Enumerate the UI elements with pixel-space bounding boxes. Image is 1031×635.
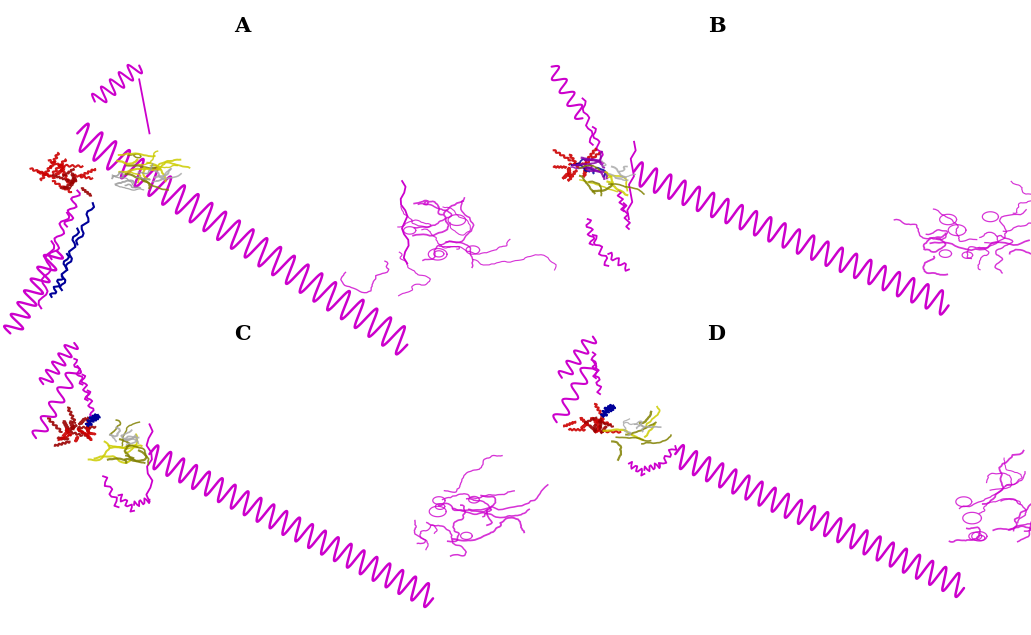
Text: A: A [234, 16, 251, 36]
Text: D: D [707, 324, 726, 344]
Text: C: C [234, 324, 251, 344]
Text: B: B [707, 16, 726, 36]
